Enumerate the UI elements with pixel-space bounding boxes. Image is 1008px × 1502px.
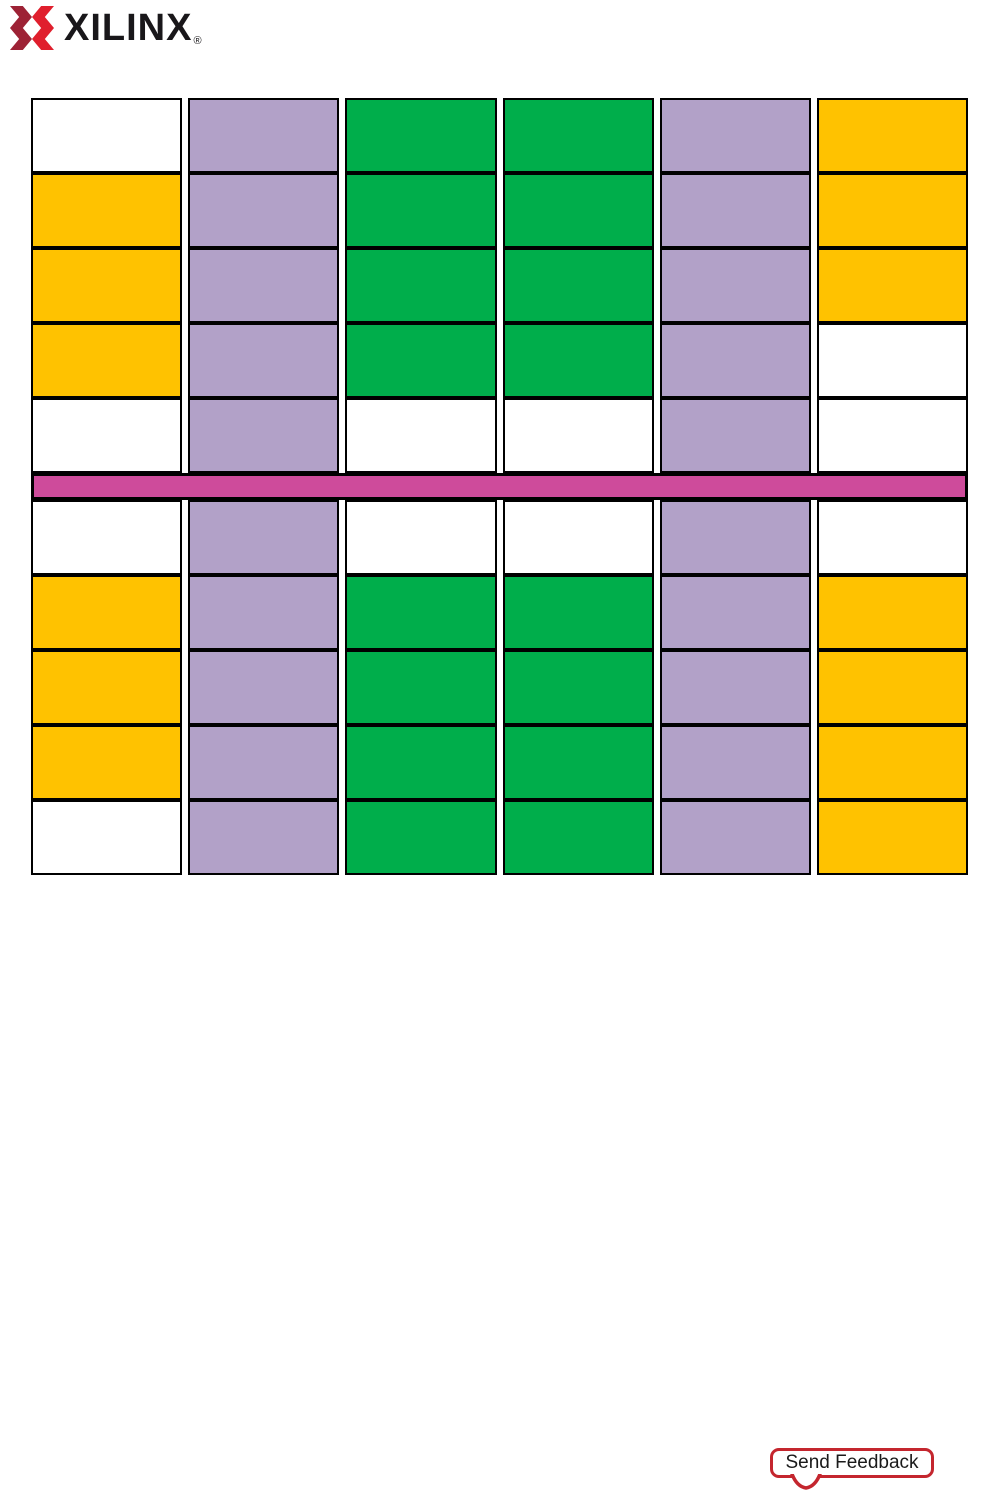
grid-cell-top-r4-c6-white (816, 323, 968, 398)
grid-cell-top-r5-c1-white (31, 398, 183, 473)
grid-cell-top-r3-c6-orange (816, 248, 968, 323)
grid-cell-top-r1-c3-green (345, 98, 497, 173)
grid-cell-top-r2-c2-purple (188, 173, 340, 248)
grid-cell-bottom-r1-c5-purple (659, 500, 811, 575)
send-feedback-button[interactable]: Send Feedback (770, 1448, 934, 1490)
grid-cell-bottom-r3-c3-green (345, 650, 497, 725)
grid-cell-bottom-r5-c5-purple (659, 800, 811, 875)
grid-cell-bottom-r4-c1-orange (31, 725, 183, 800)
feedback-bubble-tail-path (790, 1474, 822, 1490)
grid-cell-top-r3-c1-orange (31, 248, 183, 323)
grid-cell-bottom-r1-c4-white (502, 500, 654, 575)
grid-cell-bottom-r2-c4-green (502, 575, 654, 650)
center-divider-bar (31, 473, 968, 500)
grid-cell-bottom-r2-c5-purple (659, 575, 811, 650)
xilinx-x-icon (10, 6, 54, 50)
grid-cell-top-r2-c1-orange (31, 173, 183, 248)
grid-cell-top-r2-c4-green (502, 173, 654, 248)
grid-cell-top-r4-c5-purple (659, 323, 811, 398)
grid-cell-top-r4-c3-green (345, 323, 497, 398)
grid-cell-bottom-r3-c5-purple (659, 650, 811, 725)
grid-cell-top-r2-c6-orange (816, 173, 968, 248)
grid-cell-top-r3-c3-green (345, 248, 497, 323)
grid-cell-bottom-r1-c3-white (345, 500, 497, 575)
grid-cell-top-r1-c4-green (502, 98, 654, 173)
grid-cell-top-r4-c2-purple (188, 323, 340, 398)
grid-cell-bottom-r3-c2-purple (188, 650, 340, 725)
grid-cell-top-r3-c5-purple (659, 248, 811, 323)
grid-cell-bottom-r4-c6-orange (816, 725, 968, 800)
grid-cell-bottom-r1-c6-white (816, 500, 968, 575)
grid-cell-bottom-r2-c1-orange (31, 575, 183, 650)
grid-cell-bottom-r5-c2-purple (188, 800, 340, 875)
grid-cell-bottom-r5-c1-white (31, 800, 183, 875)
grid-cell-bottom-r4-c3-green (345, 725, 497, 800)
xilinx-x-icon-left-ribbon (10, 6, 32, 50)
xilinx-logo-text: XILINX (64, 7, 193, 49)
xilinx-x-icon-right-ribbon (32, 6, 54, 50)
grid-cell-top-r1-c6-orange (816, 98, 968, 173)
grid-cell-bottom-r5-c3-green (345, 800, 497, 875)
grid-cell-bottom-r2-c6-orange (816, 575, 968, 650)
figure-color-grid (31, 98, 968, 875)
grid-cell-top-r2-c5-purple (659, 173, 811, 248)
grid-cell-bottom-r1-c1-white (31, 500, 183, 575)
grid-cell-top-r4-c4-green (502, 323, 654, 398)
send-feedback-label: Send Feedback (785, 1452, 919, 1473)
grid-cell-bottom-r2-c3-green (345, 575, 497, 650)
grid-cell-top-r1-c2-purple (188, 98, 340, 173)
grid-cell-bottom-r4-c2-purple (188, 725, 340, 800)
grid-cell-top-r3-c2-purple (188, 248, 340, 323)
grid-cell-bottom-r5-c6-orange (816, 800, 968, 875)
grid-cell-bottom-r4-c5-purple (659, 725, 811, 800)
xilinx-logo: XILINX ® (9, 6, 202, 50)
grid-cell-bottom-r4-c4-green (502, 725, 654, 800)
grid-cell-top-r3-c4-green (502, 248, 654, 323)
grid-cell-bottom-r3-c6-orange (816, 650, 968, 725)
grid-cell-bottom-r5-c4-green (502, 800, 654, 875)
grid-cell-top-r5-c3-white (345, 398, 497, 473)
grid-cell-top-r4-c1-orange (31, 323, 183, 398)
grid-cell-top-r1-c1-white (31, 98, 183, 173)
grid-cell-bottom-r3-c1-orange (31, 650, 183, 725)
grid-cell-bottom-r3-c4-green (502, 650, 654, 725)
feedback-bubble-tail-icon (790, 1474, 822, 1490)
grid-cell-top-r5-c2-purple (188, 398, 340, 473)
registered-trademark-symbol: ® (193, 35, 202, 47)
grid-cell-top-r5-c5-purple (659, 398, 811, 473)
grid-cell-bottom-r2-c2-purple (188, 575, 340, 650)
grid-cell-bottom-r1-c2-purple (188, 500, 340, 575)
grid-cell-top-r2-c3-green (345, 173, 497, 248)
grid-cell-top-r1-c5-purple (659, 98, 811, 173)
grid-cell-top-r5-c6-white (816, 398, 968, 473)
grid-cell-top-r5-c4-white (502, 398, 654, 473)
